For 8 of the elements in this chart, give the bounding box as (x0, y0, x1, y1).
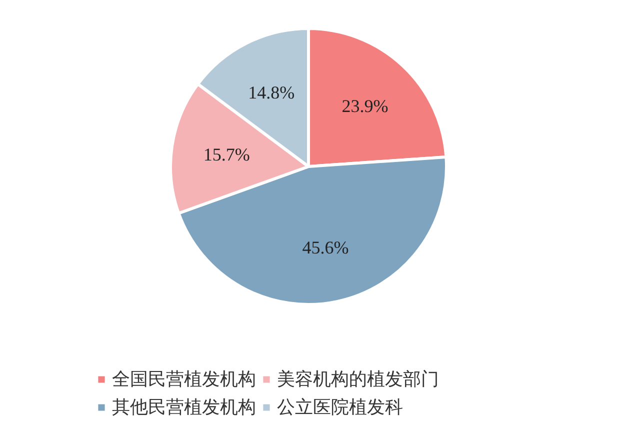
data-label: 23.9% (342, 96, 388, 116)
data-label: 15.7% (203, 144, 250, 164)
legend-label: 全国民营植发机构 (112, 368, 256, 391)
legend-label: 美容机构的植发部门 (277, 368, 439, 391)
legend-label: 公立医院植发科 (277, 396, 403, 419)
legend-label: 其他民营植发机构 (112, 396, 256, 419)
data-label: 14.8% (248, 82, 295, 102)
data-label: 45.6% (302, 238, 349, 258)
